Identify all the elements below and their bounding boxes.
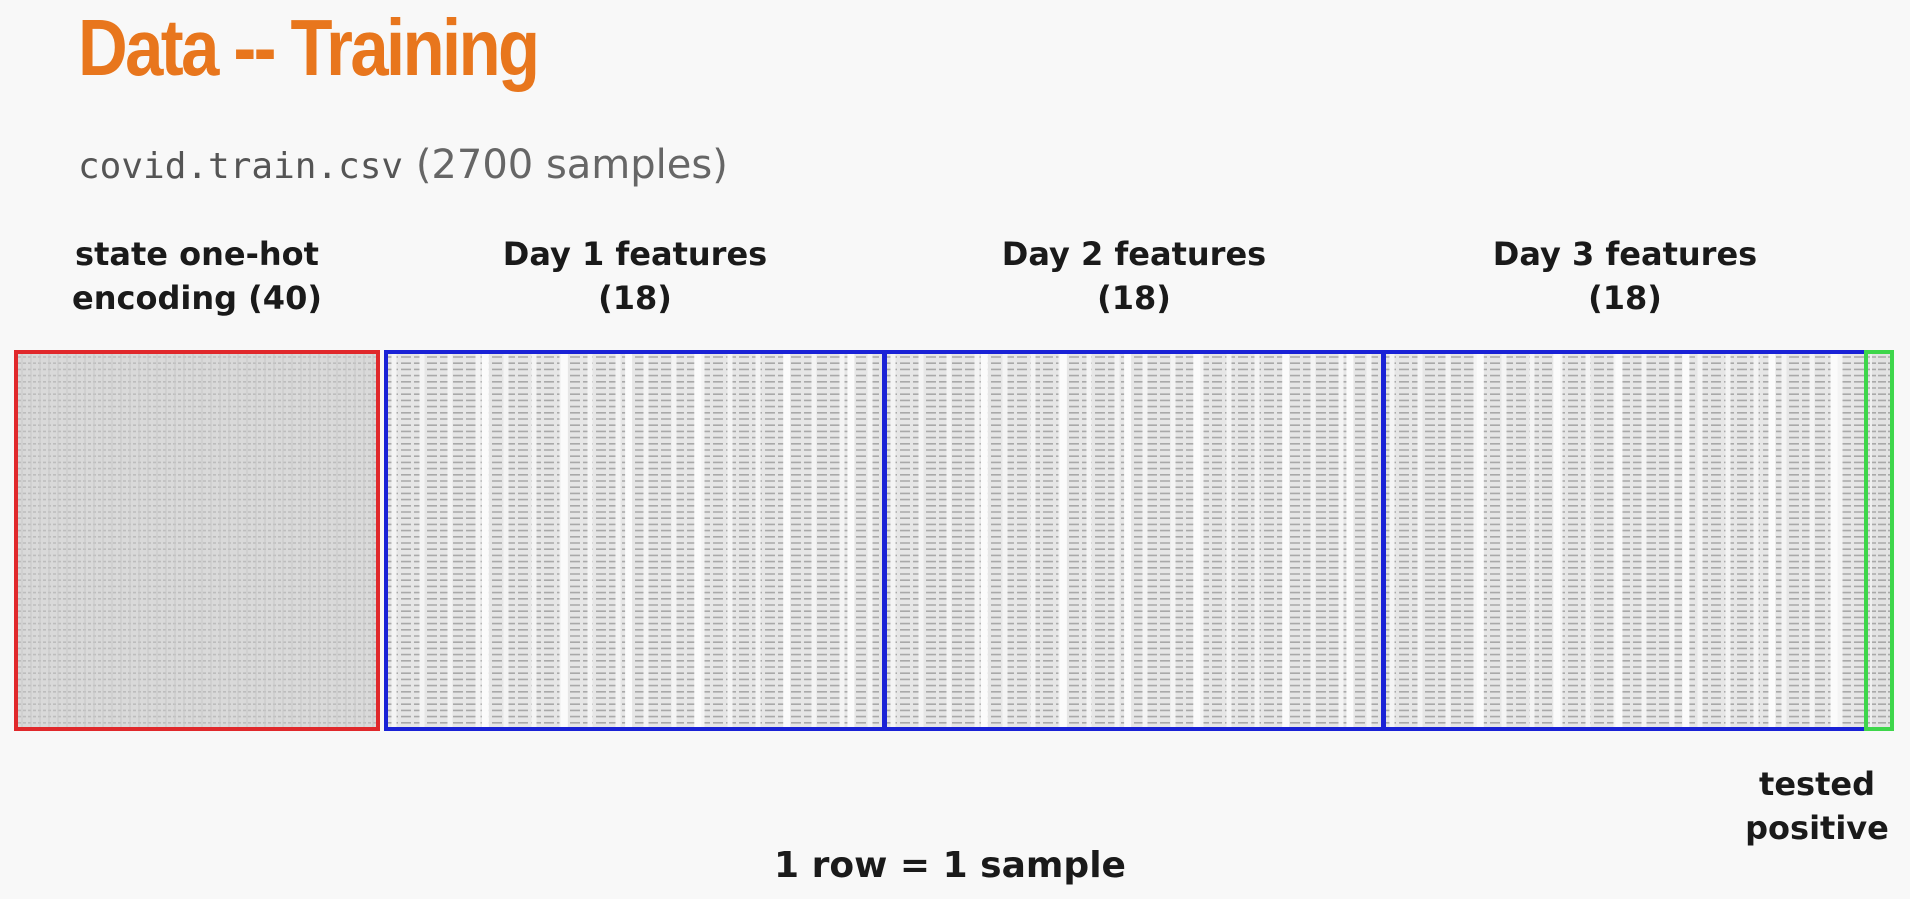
spreadsheet-texture: [388, 354, 882, 727]
day2-features-header: Day 2 features (18): [883, 232, 1385, 320]
header-line: (18): [1588, 279, 1662, 317]
state-encoding-header: state one-hot encoding (40): [14, 232, 380, 320]
day2-features-block: [883, 350, 1385, 731]
day1-features-block: [384, 350, 886, 731]
slide-title: Data -- Training: [78, 3, 540, 92]
header-line: (18): [1097, 279, 1171, 317]
header-line: Day 1 features: [502, 235, 768, 273]
day3-features-header: Day 3 features (18): [1382, 232, 1868, 320]
header-line: state one-hot: [75, 235, 319, 273]
header-line: Day 3 features: [1492, 235, 1758, 273]
header-line: Day 2 features: [1001, 235, 1267, 273]
file-name: covid.train.csv: [78, 146, 404, 187]
spreadsheet-texture: [1868, 354, 1890, 727]
spreadsheet-texture: [887, 354, 1381, 727]
state-one-hot-block: [14, 350, 380, 731]
tested-positive-block: [1864, 350, 1894, 731]
row-definition-note: 1 row = 1 sample: [774, 845, 1126, 886]
header-line: (18): [598, 279, 672, 317]
day1-features-header: Day 1 features (18): [384, 232, 886, 320]
label-line: tested: [1759, 765, 1875, 803]
label-line: positive: [1745, 809, 1889, 847]
spreadsheet-texture: [18, 354, 376, 727]
tested-positive-label: tested positive: [1726, 762, 1908, 850]
day3-features-block: [1382, 350, 1868, 731]
dataset-caption: covid.train.csv (2700 samples): [78, 142, 728, 188]
header-line: encoding (40): [72, 279, 322, 317]
sample-count: (2700 samples): [415, 142, 728, 188]
spreadsheet-texture: [1386, 354, 1864, 727]
